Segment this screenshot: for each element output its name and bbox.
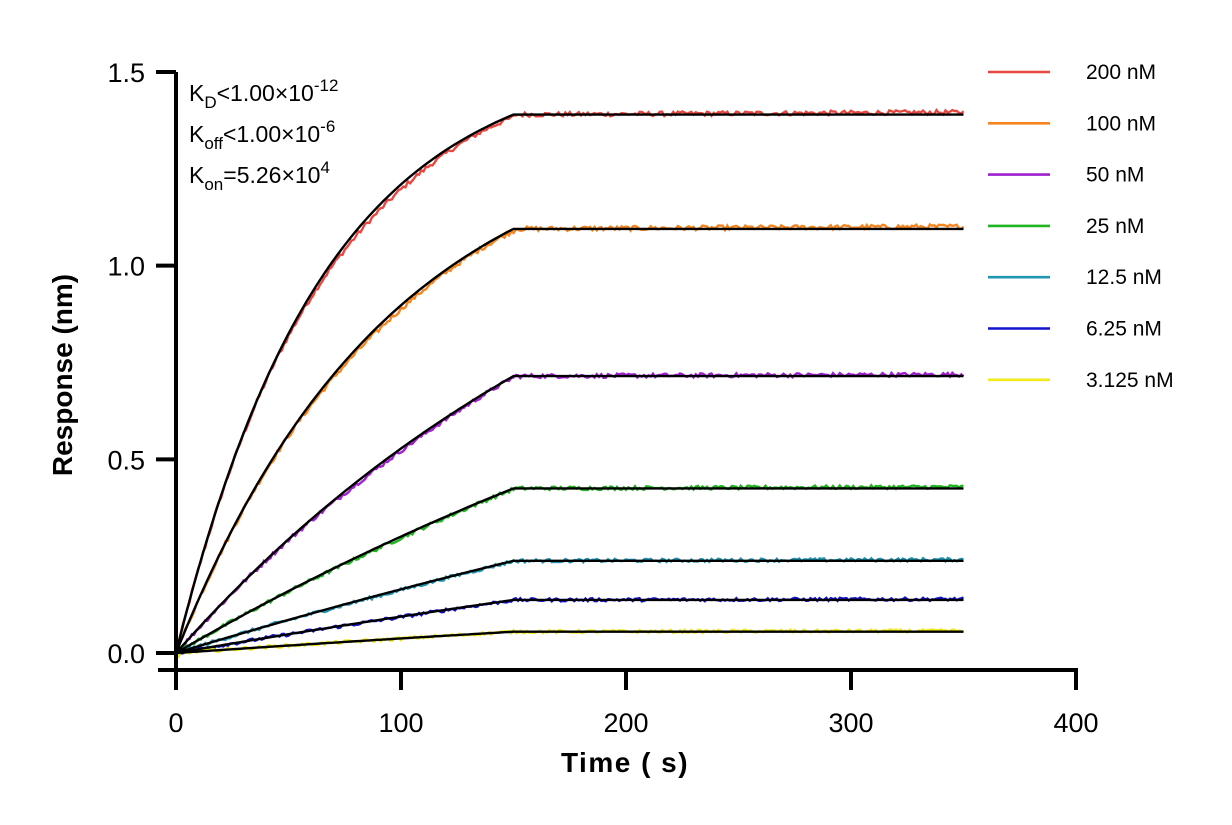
tick-labels: 0.0 0.5 1.0 1.5 0 100 200 300 400 bbox=[107, 58, 1098, 738]
x-tick-label: 300 bbox=[828, 708, 873, 738]
legend-label-100-nM: 100 nM bbox=[1086, 112, 1156, 135]
legend-label-50-nM: 50 nM bbox=[1086, 164, 1144, 187]
x-tick-label: 200 bbox=[603, 708, 648, 738]
annotation-koff: Koff<1.00×10-6 bbox=[189, 117, 335, 153]
x-tick-label: 400 bbox=[1053, 708, 1098, 738]
legend-label-12-5-nM: 12.5 nM bbox=[1086, 266, 1162, 289]
x-axis-title: Time ( s) bbox=[561, 747, 689, 778]
y-tick-label: 1.0 bbox=[107, 252, 145, 282]
legend-label-25-nM: 25 nM bbox=[1086, 215, 1144, 238]
axes bbox=[156, 70, 1078, 690]
fit-curve-50-nM bbox=[175, 374, 964, 654]
x-tick-label: 100 bbox=[378, 708, 423, 738]
fit-curves bbox=[174, 113, 964, 655]
y-tick-label: 0.0 bbox=[107, 639, 145, 669]
legend-label-200-nM: 200 nM bbox=[1086, 61, 1156, 84]
fit-curve-25-nM bbox=[175, 487, 964, 655]
kinetic-annotations: KD<1.00×10-12 Koff<1.00×10-6 Kon=5.26×104 bbox=[189, 76, 338, 194]
fit-curve-200-nM bbox=[174, 113, 964, 654]
observed-curve-200-nM bbox=[174, 107, 965, 654]
y-tick-label: 1.5 bbox=[107, 58, 145, 88]
legend: 200 nM 100 nM 50 nM 25 nM 12.5 nM 6.25 nM 3.12… bbox=[988, 61, 1174, 392]
observed-curve-12-5-nM bbox=[175, 556, 964, 655]
observed-curve-6-25-nM bbox=[175, 596, 964, 659]
annotation-kD: KD<1.00×10-12 bbox=[189, 76, 338, 112]
y-axis-title: Response (nm) bbox=[47, 274, 78, 476]
legend-label-6-25-nM: 6.25 nM bbox=[1086, 318, 1162, 341]
fit-curve-12-5-nM bbox=[175, 559, 964, 655]
observed-curve-50-nM bbox=[175, 370, 965, 654]
observed-curve-25-nM bbox=[175, 483, 964, 655]
annotation-kon: Kon=5.26×104 bbox=[189, 158, 330, 194]
y-tick-label: 0.5 bbox=[107, 445, 145, 475]
x-tick-label: 0 bbox=[168, 708, 183, 738]
fit-curve-3-125-nM bbox=[175, 630, 964, 655]
fit-curve-100-nM bbox=[174, 227, 964, 654]
fit-curve-6-25-nM bbox=[175, 598, 964, 655]
legend-label-3-125-nM: 3.125 nM bbox=[1086, 369, 1174, 392]
observed-curves bbox=[174, 107, 965, 659]
